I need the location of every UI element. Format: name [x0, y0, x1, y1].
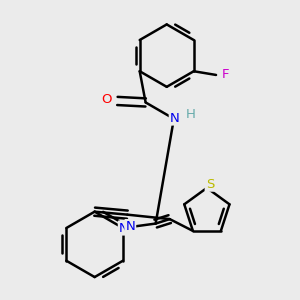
Text: N: N — [170, 112, 179, 124]
Text: H: H — [185, 108, 195, 121]
Text: F: F — [222, 68, 230, 82]
Text: O: O — [102, 93, 112, 106]
Text: N: N — [125, 220, 135, 233]
Text: S: S — [206, 178, 214, 191]
Text: N: N — [119, 221, 129, 235]
